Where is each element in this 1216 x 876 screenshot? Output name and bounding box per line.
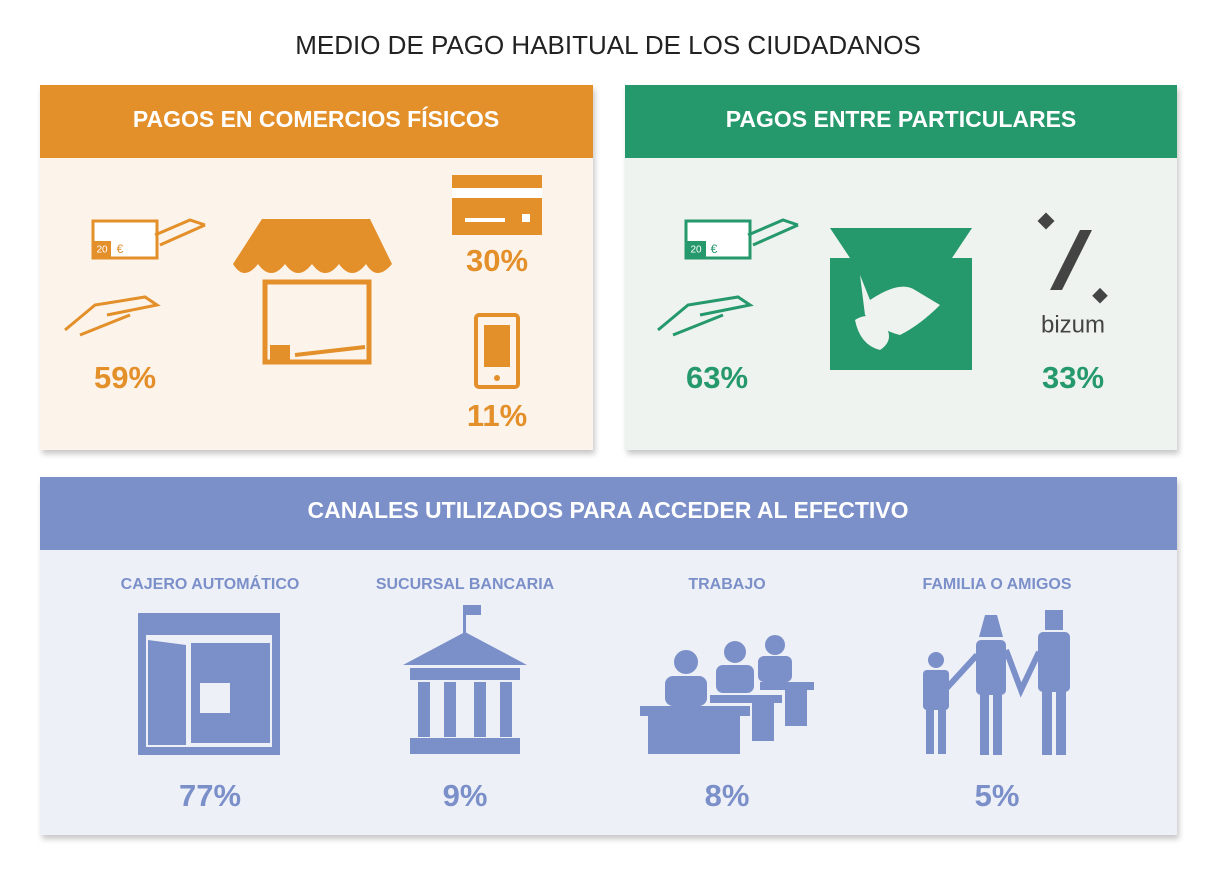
main-title: MEDIO DE PAGO HABITUAL DE LOS CIUDADANOS [295, 30, 921, 60]
panel-header [40, 477, 1177, 550]
value-label: 59% [94, 360, 156, 395]
value-label: 9% [443, 778, 488, 813]
note-mark [686, 241, 706, 258]
panel-people: PAGOS ENTRE PARTICULARES 20 € bizum 63% … [625, 85, 1177, 450]
panel-title: PAGOS EN COMERCIOS FÍSICOS [133, 105, 499, 132]
family-icon [923, 610, 1070, 755]
phone-icon [474, 313, 520, 389]
value-label: 11% [467, 398, 527, 433]
channel-label: CAJERO AUTOMÁTICO [121, 574, 300, 593]
note-amount: 20 [96, 245, 108, 256]
value-label: 8% [705, 778, 750, 813]
value-label: 33% [1042, 360, 1104, 395]
cash-icon [64, 218, 206, 337]
brand-name: bizum [1041, 311, 1105, 338]
value-label: 30% [466, 243, 528, 278]
note-amount: 20 [690, 245, 702, 256]
panel-channels: CANALES UTILIZADOS PARA ACCEDER AL EFECT… [40, 477, 1177, 835]
value-label: 77% [179, 778, 241, 813]
store-icon [233, 219, 392, 365]
panel-header [40, 85, 593, 158]
panel-title: PAGOS ENTRE PARTICULARES [726, 106, 1077, 132]
panel-shops: PAGOS EN COMERCIOS FÍSICOS 20 € 59% 30% [40, 85, 593, 450]
atm-icon [138, 613, 280, 755]
card-icon [452, 175, 542, 235]
channel-label: FAMILIA O AMIGOS [922, 576, 1071, 593]
value-label: 63% [686, 360, 748, 395]
channel-label: TRABAJO [688, 576, 765, 593]
panel-header [625, 85, 1177, 158]
channel-label: SUCURSAL BANCARIA [376, 576, 555, 593]
handshake-icon [830, 228, 972, 370]
note-currency: € [711, 242, 718, 256]
note-mark [93, 241, 111, 258]
note-currency: € [117, 242, 124, 256]
value-label: 5% [975, 778, 1020, 813]
panel-title: CANALES UTILIZADOS PARA ACCEDER AL EFECT… [308, 497, 909, 523]
work-icon [640, 635, 814, 754]
bank-icon [403, 605, 527, 754]
